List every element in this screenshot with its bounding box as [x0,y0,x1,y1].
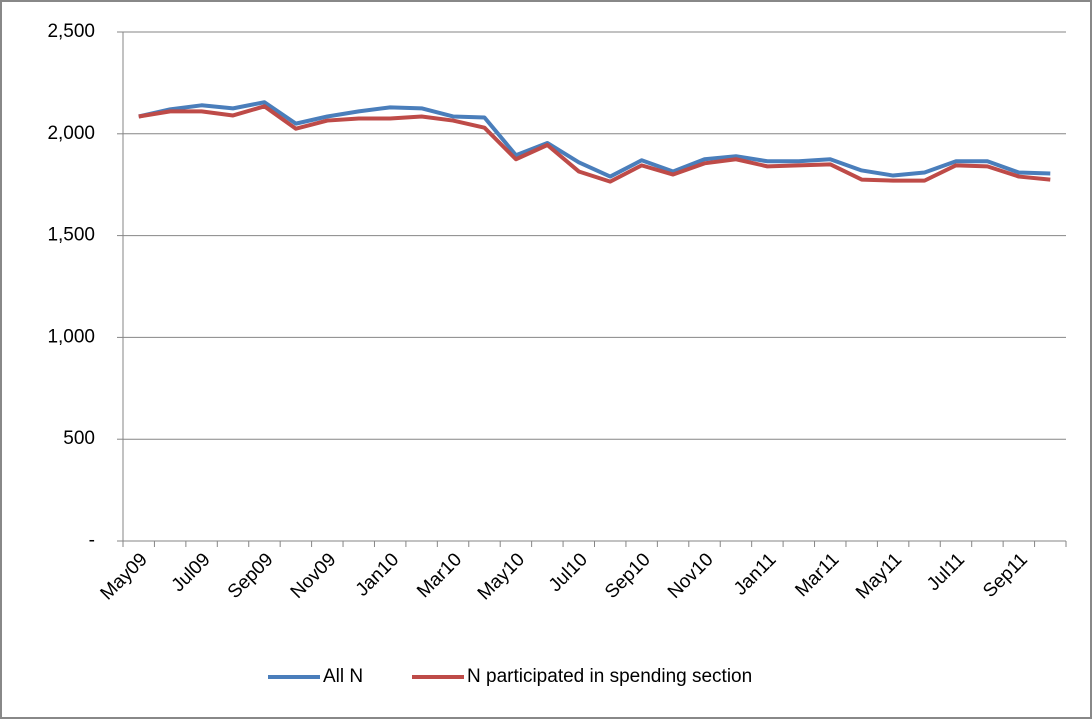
y-tick-label: 2,000 [47,123,95,144]
series-line [138,104,1051,184]
y-tick-label: 1,500 [47,225,95,246]
y-tick-label: - [89,530,95,551]
y-tick-label: 2,500 [47,21,95,42]
y-tick-label: 1,000 [47,326,95,347]
legend-label: N participated in spending section [467,666,752,687]
y-tick-label: 500 [63,428,95,449]
series-line [138,100,1051,179]
legend-label: All N [323,666,363,687]
